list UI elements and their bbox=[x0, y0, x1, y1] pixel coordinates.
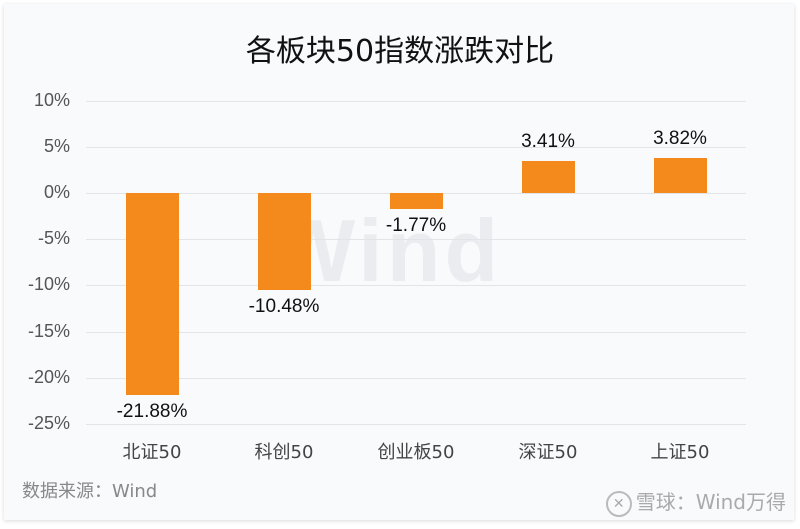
y-tick-label: -10% bbox=[27, 274, 70, 294]
bar-4 bbox=[654, 157, 707, 193]
gridline bbox=[86, 285, 746, 286]
y-tick-label: -20% bbox=[27, 367, 70, 387]
xueqiu-logo-icon: ✕ bbox=[605, 490, 632, 517]
x-category-label: 上证50 bbox=[650, 442, 710, 463]
bar-1 bbox=[258, 193, 311, 290]
data-label: -1.77% bbox=[385, 215, 447, 237]
x-category-label: 创业板50 bbox=[377, 442, 455, 463]
gridline bbox=[86, 101, 746, 102]
gridline bbox=[86, 147, 746, 148]
data-label: -10.48% bbox=[248, 295, 320, 317]
x-category-label: 深证50 bbox=[518, 442, 578, 463]
gridline bbox=[86, 424, 746, 425]
gridline bbox=[86, 239, 746, 240]
gridline bbox=[86, 332, 746, 333]
y-tick-label: -25% bbox=[27, 413, 70, 433]
data-label: 3.82% bbox=[653, 127, 707, 149]
x-category-label: 北证50 bbox=[122, 442, 182, 463]
y-tick-label: 5% bbox=[43, 136, 70, 156]
bar-2 bbox=[390, 193, 443, 210]
xueqiu-watermark-text: 雪球：Wind万得 bbox=[635, 490, 786, 514]
data-label: 3.41% bbox=[521, 131, 575, 153]
data-label: -21.88% bbox=[116, 401, 188, 423]
gridline bbox=[86, 378, 746, 379]
data-source: 数据来源：Wind bbox=[22, 481, 158, 502]
y-tick-label: 10% bbox=[33, 90, 70, 110]
y-tick-label: 0% bbox=[43, 182, 70, 202]
y-tick-label: -15% bbox=[27, 321, 70, 341]
bar-0 bbox=[126, 193, 179, 396]
y-tick-label: -5% bbox=[37, 228, 70, 248]
x-category-label: 科创50 bbox=[254, 442, 314, 463]
bar-3 bbox=[522, 161, 575, 193]
chart-title: 各板块50指数涨跌对比 bbox=[245, 34, 555, 69]
xueqiu-watermark: ✕ 雪球：Wind万得 bbox=[605, 486, 786, 517]
